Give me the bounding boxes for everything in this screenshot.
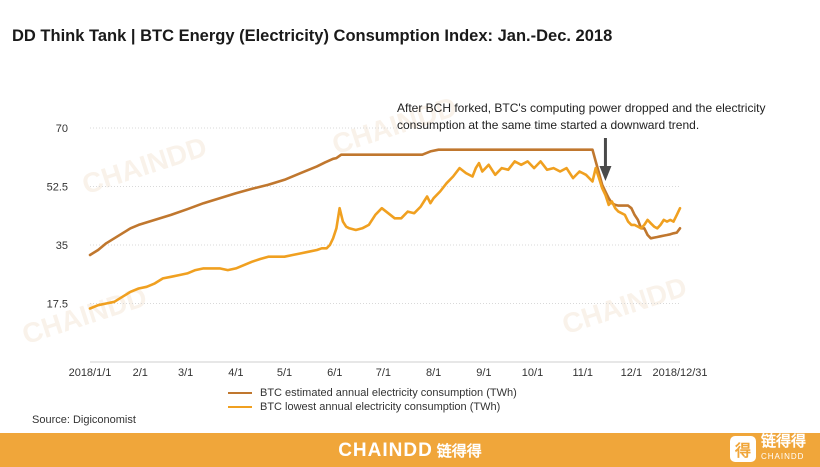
x-tick-label: 2/1 — [133, 367, 148, 379]
x-tick-label: 4/1 — [228, 367, 243, 379]
series-line-lowest — [88, 160, 682, 310]
logo-sub: CHAINDD — [760, 452, 805, 461]
annotation-text: After BCH forked, BTC's computing power … — [397, 101, 766, 132]
x-tick-label: 2018/1/1 — [69, 367, 112, 379]
annotation-arrow-head — [599, 166, 612, 181]
x-tick-label: 11/1 — [572, 367, 593, 379]
y-tick-label: 52.5 — [47, 182, 68, 194]
logo-icon: 得 — [729, 436, 756, 462]
logo-name: 链得得 — [760, 433, 806, 450]
legend: BTC estimated annual electricity consump… — [228, 386, 517, 414]
x-tick-label: 10/1 — [522, 367, 543, 379]
x-tick-label: 2018/12/31 — [652, 367, 707, 379]
legend-label-estimated: BTC estimated annual electricity consump… — [260, 387, 517, 399]
footer-brand: CHAINDD 链得得 — [0, 440, 820, 462]
footer-bar: CHAINDD 链得得 — [0, 433, 820, 467]
series-line-estimated — [88, 148, 682, 257]
x-tick-label: 9/1 — [476, 367, 491, 379]
y-tick-label: 35 — [56, 240, 68, 252]
footer-brand-name: CHAINDD — [338, 440, 433, 461]
legend-swatch-lowest — [228, 406, 252, 408]
legend-item-lowest: BTC lowest annual electricity consumptio… — [228, 400, 517, 414]
x-tick-label: 8/1 — [426, 367, 441, 379]
legend-label-lowest: BTC lowest annual electricity consumptio… — [260, 401, 501, 413]
legend-item-estimated: BTC estimated annual electricity consump… — [228, 386, 517, 400]
x-tick-label: 7/1 — [376, 367, 391, 379]
x-tick-label: 6/1 — [327, 367, 342, 379]
logo-text: 链得得 CHAINDD — [761, 434, 806, 464]
legend-swatch-estimated — [228, 392, 252, 394]
x-tick-label: 3/1 — [178, 367, 193, 379]
chart-title: DD Think Tank | BTC Energy (Electricity)… — [12, 27, 613, 45]
line-chart: 17.5 35 52.5 70 2018/1/1 2/1 3/1 4/1 5/1 6/1 7/1 8/… — [47, 123, 708, 379]
x-tick-label: 12/1 — [621, 367, 642, 379]
y-tick-label: 70 — [56, 123, 68, 135]
y-tick-label: 17.5 — [47, 299, 68, 311]
source-note: Source: Digiconomist — [32, 414, 136, 426]
footer-brand-cn: 链得得 — [436, 443, 482, 460]
x-tick-label: 5/1 — [277, 367, 292, 379]
corner-logo: 得 链得得 CHAINDD — [729, 434, 806, 464]
